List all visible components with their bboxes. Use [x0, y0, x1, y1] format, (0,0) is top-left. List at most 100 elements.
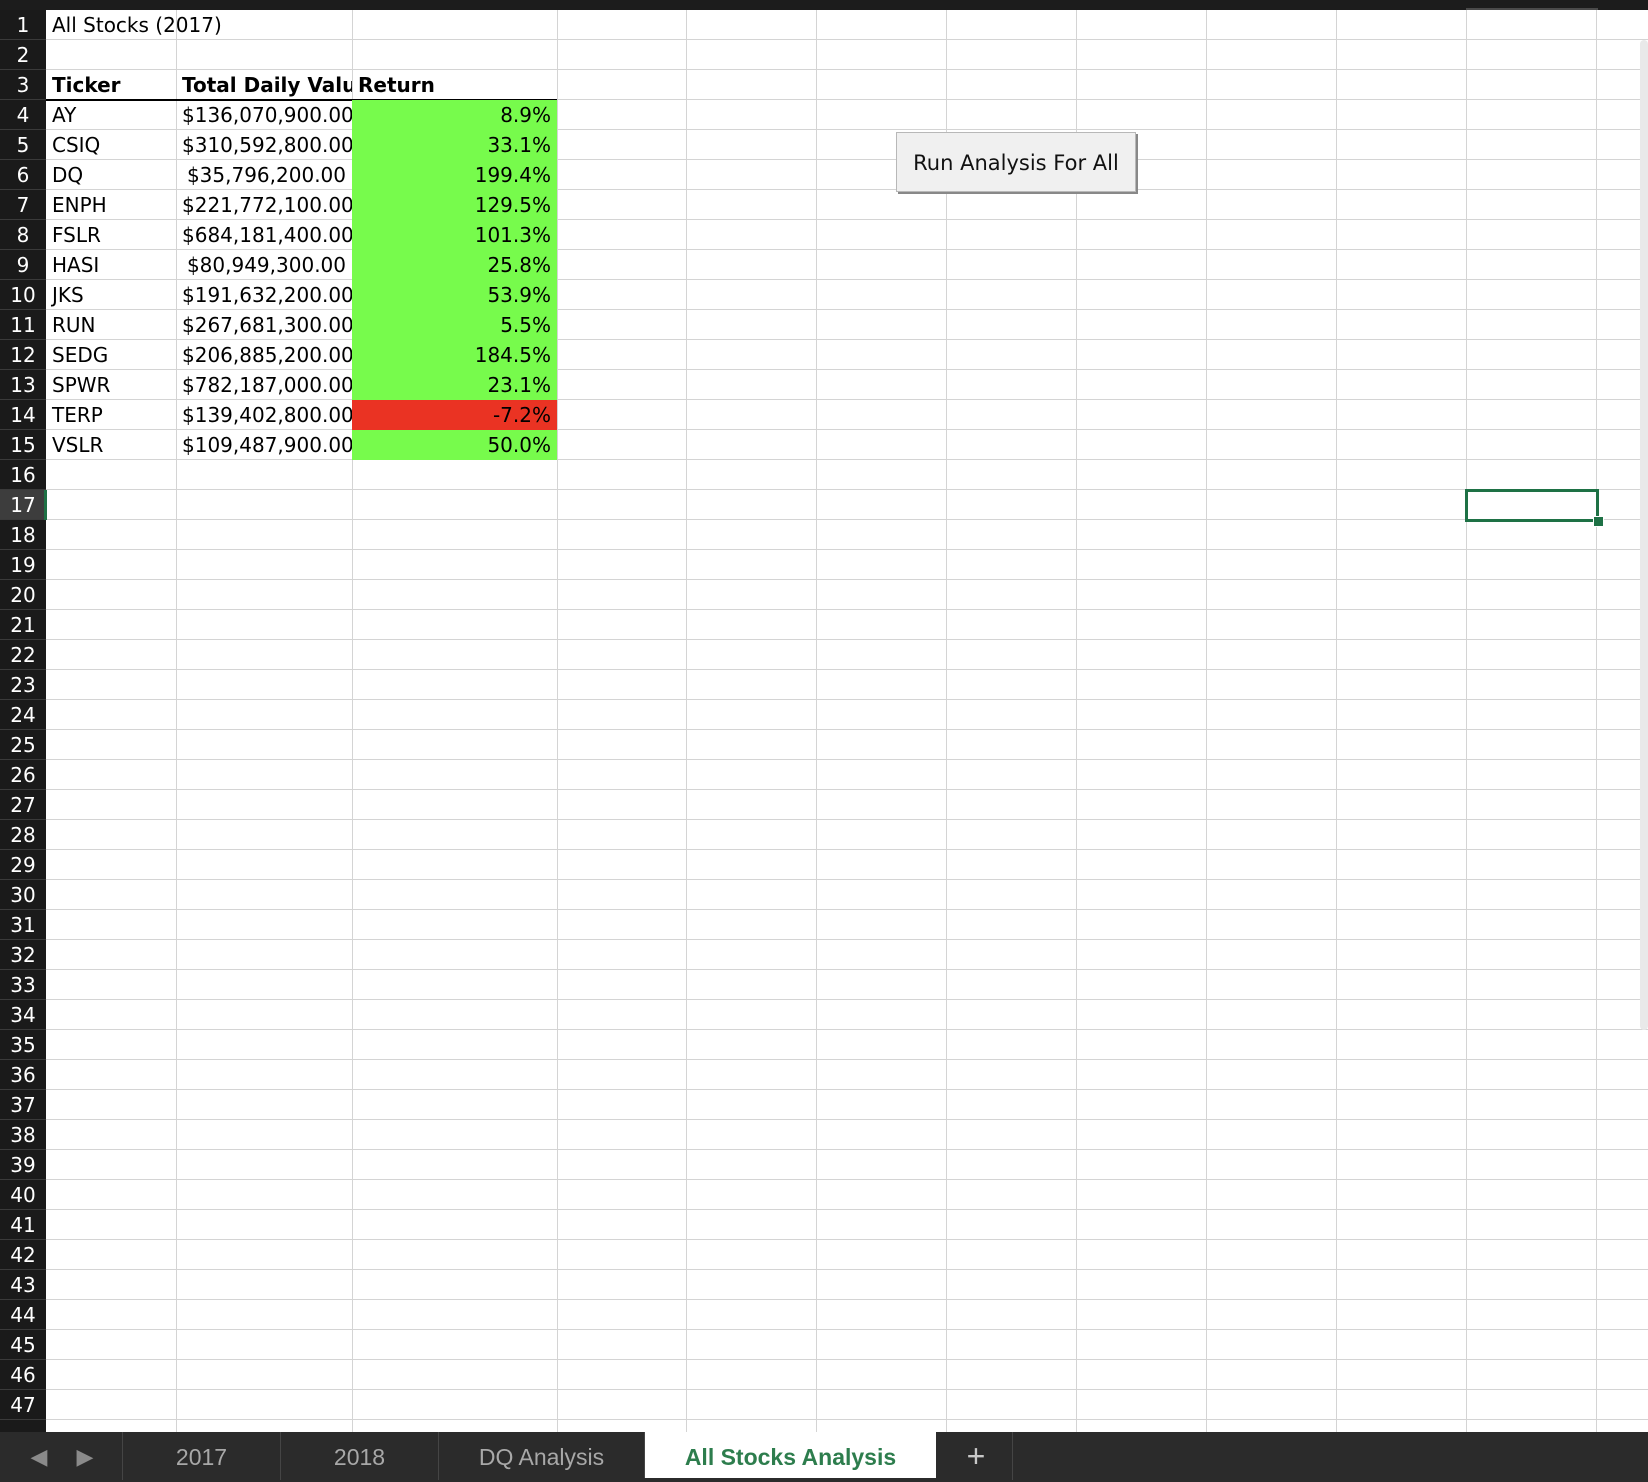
row-number[interactable]: 30: [0, 880, 46, 910]
return-cell[interactable]: 23.1%: [352, 370, 557, 400]
fill-handle[interactable]: [1593, 516, 1604, 527]
row-number[interactable]: 25: [0, 730, 46, 760]
tab-2017[interactable]: 2017: [122, 1432, 280, 1480]
row-number[interactable]: 18: [0, 520, 46, 550]
row-number[interactable]: 2: [0, 40, 46, 70]
total-daily-value-cell[interactable]: $206,885,200.00: [182, 343, 352, 367]
row-number[interactable]: 15: [0, 430, 46, 460]
tab-2018[interactable]: 2018: [280, 1432, 438, 1480]
row-number[interactable]: 6: [0, 160, 46, 190]
return-cell[interactable]: 101.3%: [352, 220, 557, 250]
row-number[interactable]: 43: [0, 1270, 46, 1300]
row-number[interactable]: 31: [0, 910, 46, 940]
total-daily-value-cell[interactable]: $267,681,300.00: [182, 313, 352, 337]
row-number[interactable]: 47: [0, 1390, 46, 1420]
total-daily-value-cell[interactable]: $80,949,300.00: [186, 253, 346, 277]
tab-dq-analysis[interactable]: DQ Analysis: [438, 1432, 644, 1480]
row-number[interactable]: 10: [0, 280, 46, 310]
return-cell[interactable]: 129.5%: [352, 190, 557, 220]
ticker-cell[interactable]: JKS: [52, 283, 84, 307]
return-cell[interactable]: 184.5%: [352, 340, 557, 370]
add-sheet-icon[interactable]: +: [940, 1432, 1013, 1480]
row-number[interactable]: 44: [0, 1300, 46, 1330]
row-number[interactable]: 4: [0, 100, 46, 130]
vertical-scrollbar[interactable]: [1640, 40, 1648, 1030]
total-daily-value-cell[interactable]: $109,487,900.00: [182, 433, 352, 457]
total-daily-value-cell[interactable]: $136,070,900.00: [182, 103, 352, 127]
next-sheet-icon[interactable]: ▶: [76, 1444, 94, 1469]
ticker-cell[interactable]: FSLR: [52, 223, 101, 247]
row-number[interactable]: 29: [0, 850, 46, 880]
row-number[interactable]: 7: [0, 190, 46, 220]
return-cell[interactable]: 53.9%: [352, 280, 557, 310]
total-daily-value-cell[interactable]: $782,187,000.00: [182, 373, 352, 397]
row-number[interactable]: 9: [0, 250, 46, 280]
total-daily-value-cell[interactable]: $191,632,200.00: [182, 283, 352, 307]
row-number[interactable]: 46: [0, 1360, 46, 1390]
row-number[interactable]: 35: [0, 1030, 46, 1060]
ticker-cell[interactable]: VSLR: [52, 433, 104, 457]
row-number[interactable]: 39: [0, 1150, 46, 1180]
total-daily-value-cell[interactable]: $139,402,800.00: [182, 403, 352, 427]
ticker-cell[interactable]: SEDG: [52, 343, 109, 367]
return-cell[interactable]: 25.8%: [352, 250, 557, 280]
sheet-title-cell[interactable]: All Stocks (2017): [52, 13, 222, 37]
header-return[interactable]: Return: [358, 73, 435, 97]
return-cell[interactable]: 199.4%: [352, 160, 557, 190]
row-number[interactable]: 22: [0, 640, 46, 670]
row-header-column[interactable]: 1 2 3 4 5 6 7 8 9 10 11 12 13 14 15 16 17 18 19 20 21 22 23 24 2…: [0, 10, 46, 1432]
prev-sheet-icon[interactable]: ◀: [30, 1444, 48, 1469]
selected-cell[interactable]: [1465, 489, 1599, 522]
total-daily-value-cell[interactable]: $310,592,800.00: [182, 133, 352, 157]
row-number[interactable]: 45: [0, 1330, 46, 1360]
header-total-daily-value[interactable]: Total Daily Value: [182, 73, 352, 97]
row-number[interactable]: 17: [0, 490, 46, 520]
ticker-cell[interactable]: SPWR: [52, 373, 111, 397]
row-number[interactable]: 38: [0, 1120, 46, 1150]
row-number[interactable]: 1: [0, 10, 46, 40]
row-number[interactable]: 13: [0, 370, 46, 400]
row-number[interactable]: 23: [0, 670, 46, 700]
ticker-cell[interactable]: RUN: [52, 313, 96, 337]
row-number[interactable]: 12: [0, 340, 46, 370]
row-number[interactable]: 26: [0, 760, 46, 790]
ticker-cell[interactable]: DQ: [52, 163, 84, 187]
total-daily-value-cell[interactable]: $684,181,400.00: [182, 223, 352, 247]
ticker-cell[interactable]: AY: [52, 103, 77, 127]
row-number[interactable]: 8: [0, 220, 46, 250]
row-number[interactable]: 11: [0, 310, 46, 340]
row-number[interactable]: 27: [0, 790, 46, 820]
row-number[interactable]: 19: [0, 550, 46, 580]
return-cell[interactable]: -7.2%: [352, 400, 557, 430]
row-number[interactable]: 42: [0, 1240, 46, 1270]
row-number[interactable]: 37: [0, 1090, 46, 1120]
row-number[interactable]: 16: [0, 460, 46, 490]
row-number[interactable]: 41: [0, 1210, 46, 1240]
row-number[interactable]: 5: [0, 130, 46, 160]
return-cell[interactable]: 50.0%: [352, 430, 557, 460]
row-number[interactable]: 3: [0, 70, 46, 100]
row-number[interactable]: 14: [0, 400, 46, 430]
spreadsheet-grid[interactable]: 1 2 3 4 5 6 7 8 9 10 11 12 13 14 15 16 17 18 19 20 21 22 23 24 2…: [0, 10, 1648, 1432]
row-number[interactable]: 36: [0, 1060, 46, 1090]
ticker-cell[interactable]: TERP: [52, 403, 103, 427]
row-number[interactable]: 34: [0, 1000, 46, 1030]
total-daily-value-cell[interactable]: $35,796,200.00: [186, 163, 346, 187]
row-number[interactable]: 24: [0, 700, 46, 730]
run-analysis-button[interactable]: Run Analysis For All: [896, 132, 1136, 192]
row-number[interactable]: 40: [0, 1180, 46, 1210]
row-number[interactable]: 21: [0, 610, 46, 640]
ticker-cell[interactable]: ENPH: [52, 193, 107, 217]
return-cell[interactable]: 8.9%: [352, 100, 557, 130]
row-number[interactable]: 33: [0, 970, 46, 1000]
row-number[interactable]: 20: [0, 580, 46, 610]
return-cell[interactable]: 5.5%: [352, 310, 557, 340]
row-number[interactable]: 32: [0, 940, 46, 970]
ticker-cell[interactable]: CSIQ: [52, 133, 101, 157]
tab-all-stocks-analysis[interactable]: All Stocks Analysis: [644, 1432, 936, 1478]
return-cell[interactable]: 33.1%: [352, 130, 557, 160]
ticker-cell[interactable]: HASI: [52, 253, 100, 277]
total-daily-value-cell[interactable]: $221,772,100.00: [182, 193, 352, 217]
header-ticker[interactable]: Ticker: [52, 73, 121, 97]
row-number[interactable]: 28: [0, 820, 46, 850]
